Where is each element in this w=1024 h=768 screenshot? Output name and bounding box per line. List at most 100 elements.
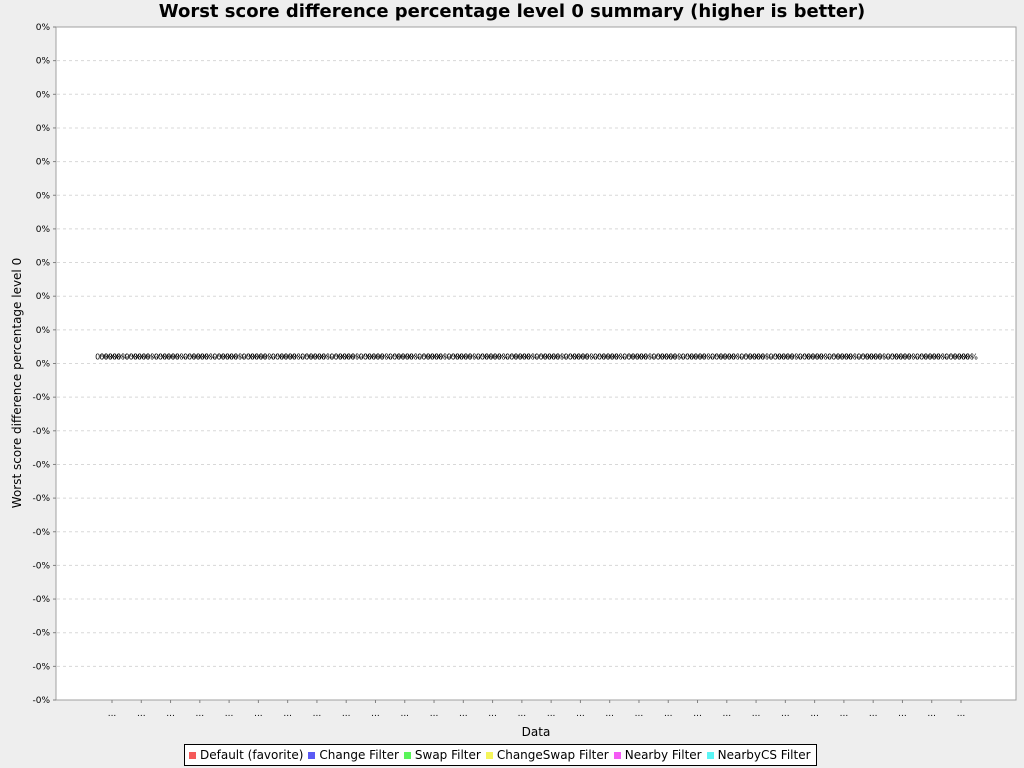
plot-area — [55, 26, 1017, 701]
bar-value-label: 0% — [212, 353, 225, 362]
bar-value-label: 0% — [685, 353, 698, 362]
bar-value-label: 0% — [350, 353, 363, 362]
bar-value-label: 0% — [760, 353, 773, 362]
bar-value-label: 0% — [919, 353, 932, 362]
bar-value-label: 0% — [886, 353, 899, 362]
bar-value-label: 0% — [635, 353, 648, 362]
x-tick-label: ... — [752, 709, 761, 719]
bar-value-label: 0% — [216, 353, 229, 362]
legend-swatch — [189, 751, 196, 759]
bar-value-label: 0% — [263, 353, 276, 362]
bar-value-label: 0% — [451, 353, 464, 362]
bar-value-label: 0% — [329, 353, 342, 362]
bar-value-label: 0% — [225, 353, 238, 362]
bar-value-label: 0% — [898, 353, 911, 362]
legend-item: Nearby Filter — [613, 748, 702, 762]
bar-value-label: 0% — [467, 353, 480, 362]
bar-value-label: 0% — [844, 353, 857, 362]
y-tick-label: -0% — [32, 528, 50, 538]
bar-value-label: 0% — [714, 353, 727, 362]
bar-value-label: 0% — [522, 353, 535, 362]
bar-value-label: 0% — [718, 353, 731, 362]
bar-value-label: 0% — [112, 353, 125, 362]
bar-value-label: 0% — [484, 353, 497, 362]
bar-value-label: 0% — [564, 353, 577, 362]
bar-value-label: 0% — [275, 353, 288, 362]
bar-value-label: 0% — [810, 353, 823, 362]
y-tick-label: 0% — [36, 292, 51, 302]
bar-value-label: 0% — [869, 353, 882, 362]
x-tick-label: ... — [196, 709, 205, 719]
bar-value-label: 0% — [923, 353, 936, 362]
y-tick-label: -0% — [32, 494, 50, 504]
x-tick-label: ... — [137, 709, 146, 719]
bar-value-label: 0% — [651, 353, 664, 362]
bar-value-label: 0% — [702, 353, 715, 362]
bar-value-label: 0% — [137, 353, 150, 362]
bar-value-label: 0% — [513, 353, 526, 362]
bar-value-label: 0% — [664, 353, 677, 362]
bar-value-label: 0% — [283, 353, 296, 362]
bar-value-label: 0% — [777, 353, 790, 362]
bar-value-label: 0% — [731, 353, 744, 362]
x-axis-ticks: ........................................… — [108, 700, 966, 719]
bar-value-label: 0% — [865, 353, 878, 362]
bar-value-label: 0% — [768, 353, 781, 362]
bar-value-label: 0% — [426, 353, 439, 362]
legend-item: ChangeSwap Filter — [485, 748, 609, 762]
y-tick-label: 0% — [36, 360, 51, 370]
bar-value-label: 0% — [957, 353, 970, 362]
bar-value-label: 0% — [233, 353, 246, 362]
bar-value-label: 0% — [446, 353, 459, 362]
bar-value-label: 0% — [961, 353, 974, 362]
bar-value-label: 0% — [375, 353, 388, 362]
bar-value-label: 0% — [476, 353, 489, 362]
bar-value-label: 0% — [308, 353, 321, 362]
bar-value-label: 0% — [727, 353, 740, 362]
legend-item: NearbyCS Filter — [706, 748, 811, 762]
bar-value-label: 0% — [538, 353, 551, 362]
bar-value-label: 0% — [99, 353, 112, 362]
bar-value-label: 0% — [965, 353, 978, 362]
x-tick-label: ... — [518, 709, 527, 719]
bar-value-label: 0% — [936, 353, 949, 362]
bar-value-label: 0% — [141, 353, 154, 362]
bar-value-label: 0% — [191, 353, 204, 362]
x-tick-label: ... — [898, 709, 907, 719]
bar-value-label: 0% — [944, 353, 957, 362]
legend-label: NearbyCS Filter — [717, 748, 811, 762]
bar-value-label: 0% — [693, 353, 706, 362]
x-tick-label: ... — [254, 709, 263, 719]
bar-value-label: 0% — [271, 353, 284, 362]
bar-value-label: 0% — [154, 353, 167, 362]
legend-item: Default (favorite) — [189, 748, 303, 762]
bar-value-label: 0% — [229, 353, 242, 362]
x-tick-label: ... — [488, 709, 497, 719]
bar-value-label: 0% — [104, 353, 117, 362]
y-tick-label: -0% — [32, 561, 50, 571]
x-tick-label: ... — [869, 709, 878, 719]
x-tick-label: ... — [342, 709, 351, 719]
legend-label: Change Filter — [319, 748, 399, 762]
x-tick-label: ... — [957, 709, 966, 719]
bar-value-label: 0% — [480, 353, 493, 362]
x-tick-label: ... — [166, 709, 175, 719]
bar-value-label: 0% — [434, 353, 447, 362]
bar-value-label: 0% — [430, 353, 443, 362]
bar-value-label: 0% — [601, 353, 614, 362]
legend-swatch — [308, 751, 316, 759]
bar-value-label: 0% — [145, 353, 158, 362]
bar-value-label: 0% — [505, 353, 518, 362]
bar-value-label: 0% — [463, 353, 476, 362]
x-tick-label: ... — [781, 709, 790, 719]
bar-value-label: 0% — [639, 353, 652, 362]
x-tick-label: ... — [576, 709, 585, 719]
bar-value-label: 0% — [894, 353, 907, 362]
bar-value-label: 0% — [317, 353, 330, 362]
bar-value-label: 0% — [877, 353, 890, 362]
bar-value-label: 0% — [338, 353, 351, 362]
x-tick-label: ... — [283, 709, 292, 719]
legend-item: Swap Filter — [403, 748, 481, 762]
bar-value-label: 0% — [493, 353, 506, 362]
